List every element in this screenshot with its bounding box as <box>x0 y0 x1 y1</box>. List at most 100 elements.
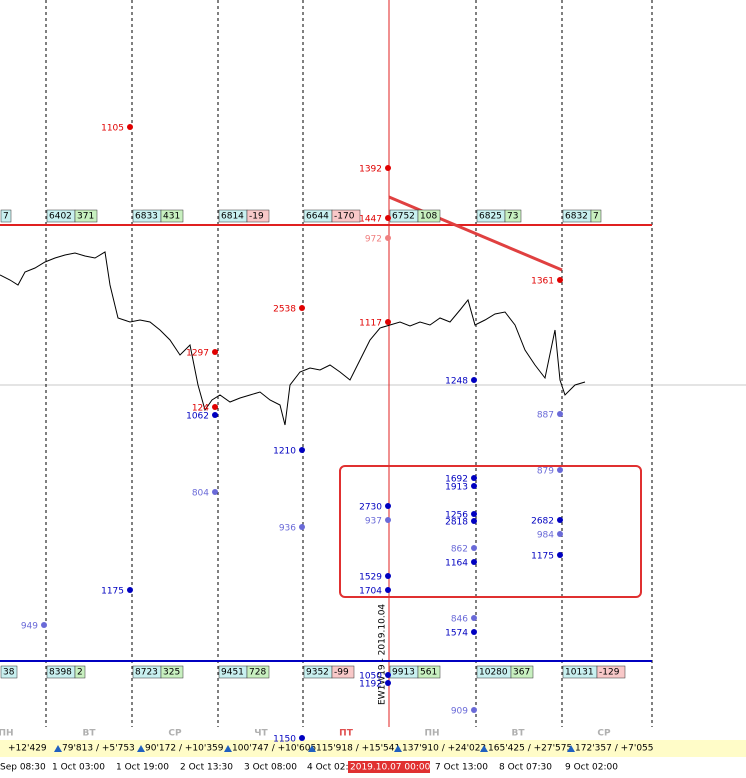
day-label: ВТ <box>83 729 97 739</box>
point-label: 1192 <box>359 680 382 690</box>
day-label: ПН <box>0 729 14 739</box>
point <box>471 559 477 565</box>
box-value: 10280 <box>479 668 508 678</box>
volume-text: 165'425 / +27'575 <box>488 744 572 754</box>
point <box>299 735 305 741</box>
point-label: 1210 <box>273 447 296 457</box>
box-change: 108 <box>420 212 437 222</box>
box-value: 8723 <box>135 668 158 678</box>
box-change: 73 <box>507 212 518 222</box>
time-label: 7 Oct 13:00 <box>435 763 488 773</box>
box-cell <box>510 665 534 679</box>
point <box>212 412 218 418</box>
box-change: 7 <box>593 212 599 222</box>
box-cell <box>0 665 18 679</box>
day-label: ЧТ <box>254 729 268 739</box>
volume-text: 172'357 / +7'055 <box>575 744 654 754</box>
trend-line <box>388 195 563 272</box>
volume-text: 100'747 / +10'605 <box>232 744 316 754</box>
box-change: 325 <box>163 668 180 678</box>
box-change: 371 <box>77 212 94 222</box>
point-label: 1117 <box>359 319 382 329</box>
point-label: 1175 <box>101 587 124 597</box>
separators <box>45 0 653 740</box>
price-bars <box>0 251 586 426</box>
point-label: 1050 <box>359 672 382 682</box>
point <box>385 319 391 325</box>
point-label: 2730 <box>359 503 382 513</box>
point <box>385 235 391 241</box>
point <box>557 467 563 473</box>
day-label: СР <box>597 729 611 739</box>
point-label: 949 <box>21 622 38 632</box>
marker <box>308 745 316 752</box>
box-value: 6752 <box>392 212 415 222</box>
time-label: 4 Oct 02: <box>307 763 349 773</box>
time-label: 9 Oct 02:00 <box>565 763 618 773</box>
point <box>557 411 563 417</box>
box-change: 561 <box>420 668 437 678</box>
point-label: 1297 <box>186 349 209 359</box>
point <box>212 489 218 495</box>
time-label: 1 Oct 03:00 <box>52 763 105 773</box>
box-cell <box>74 209 98 223</box>
box-value: 9913 <box>392 668 415 678</box>
marker <box>567 745 575 752</box>
point-label: 846 <box>451 615 468 625</box>
box-change: -19 <box>249 212 264 222</box>
point <box>385 672 391 678</box>
box-cell <box>417 209 441 223</box>
box-value: 8398 <box>49 668 72 678</box>
box-cell <box>417 665 441 679</box>
point <box>557 531 563 537</box>
box-value: 6814 <box>221 212 244 222</box>
point <box>471 615 477 621</box>
point-label: 1256 <box>445 511 468 521</box>
point-label: 1361 <box>531 277 554 287</box>
point-label: 937 <box>365 517 382 527</box>
box-value: 38 <box>3 668 15 678</box>
point-label: 862 <box>451 545 468 555</box>
box-change: -170 <box>334 212 355 222</box>
point <box>385 503 391 509</box>
point <box>385 573 391 579</box>
box-value: 6644 <box>306 212 329 222</box>
box-cell <box>596 665 626 679</box>
box-cell <box>160 209 184 223</box>
point <box>471 377 477 383</box>
point-label: 1150 <box>273 735 296 745</box>
time-label: 1 Oct 19:00 <box>116 763 169 773</box>
box-change: 728 <box>249 668 266 678</box>
box-value: 6825 <box>479 212 502 222</box>
point <box>127 124 133 130</box>
box-cell <box>331 665 355 679</box>
box-value: 6833 <box>135 212 158 222</box>
box-cell <box>590 209 602 223</box>
point-label: 936 <box>279 524 296 534</box>
point <box>385 680 391 686</box>
box-value: 6832 <box>565 212 588 222</box>
marker <box>480 745 488 752</box>
point-label: 2682 <box>531 517 554 527</box>
vertical-label: EW1W19 - 2019.10.04 <box>378 604 388 705</box>
box-change: 367 <box>513 668 530 678</box>
point-label: 1704 <box>359 587 382 597</box>
day-label: ВТ <box>512 729 526 739</box>
highlight-box <box>339 465 642 598</box>
point <box>471 511 477 517</box>
point <box>212 404 218 410</box>
point <box>385 165 391 171</box>
point-label: 972 <box>365 235 382 245</box>
box-value: 9352 <box>306 668 329 678</box>
point <box>557 517 563 523</box>
marker <box>137 745 145 752</box>
point <box>471 483 477 489</box>
time-label: 8 Oct 07:30 <box>499 763 552 773</box>
point-label: 804 <box>192 489 209 499</box>
box-cell <box>160 665 184 679</box>
point-label: 1574 <box>445 629 468 639</box>
point-label: 1062 <box>186 412 209 422</box>
box-change: -99 <box>334 668 349 678</box>
point <box>299 305 305 311</box>
